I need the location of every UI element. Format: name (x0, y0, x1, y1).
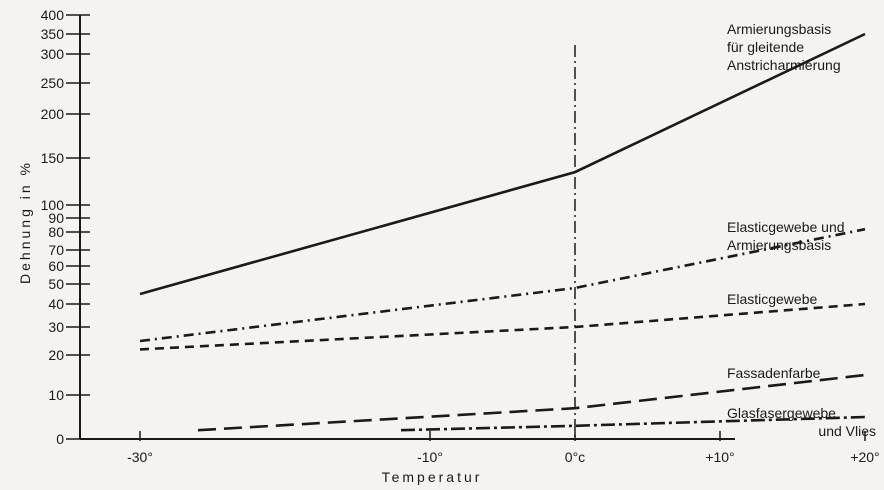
x-tick-label: +10° (705, 449, 734, 465)
y-tick-label: 60 (48, 258, 64, 274)
y-tick-label: 80 (48, 224, 64, 240)
series-label-2: Armierungsbasis (727, 237, 831, 253)
series-label-2: Elasticgewebe und (727, 219, 845, 235)
series-label-1: Armierungsbasis (727, 21, 831, 37)
series-label-1: Anstricharmierung (727, 57, 841, 73)
series-label-5: Glasfasergewebe (727, 405, 836, 421)
series-line-1 (139, 32, 866, 296)
series-label-3: Elasticgewebe (727, 291, 817, 307)
y-tick-label: 250 (41, 75, 65, 91)
x-tick-label: +20° (850, 449, 879, 465)
series-label-1: für gleitende (727, 39, 804, 55)
series-line-3 (139, 302, 866, 351)
y-tick-label: 150 (41, 150, 65, 166)
y-tick-label: 20 (48, 347, 64, 363)
series-label-4: Fassadenfarbe (727, 365, 821, 381)
y-tick-label: 0 (56, 431, 64, 447)
y-axis-title: Dehnung in % (17, 160, 33, 284)
y-tick-label: 90 (48, 210, 64, 226)
y-tick-label: 70 (48, 242, 64, 258)
x-tick-label: 0°c (565, 449, 585, 465)
y-tick-label: 10 (48, 387, 64, 403)
y-tick-label: 50 (48, 276, 64, 292)
x-axis-title: Temperatur (382, 469, 483, 485)
y-tick-label: 300 (41, 46, 65, 62)
y-tick-label: 200 (41, 106, 65, 122)
y-tick-label: 400 (41, 7, 65, 23)
x-tick-label: -30° (127, 449, 153, 465)
y-tick-label: 30 (48, 319, 64, 335)
series-line-4 (197, 373, 866, 432)
y-tick-label: 40 (48, 296, 64, 312)
x-tick-label: -10° (417, 449, 443, 465)
series-line-5 (400, 415, 866, 432)
y-tick-label: 100 (41, 197, 65, 213)
series-label-5: und Vlies (818, 423, 876, 439)
y-tick-label: 350 (41, 26, 65, 42)
